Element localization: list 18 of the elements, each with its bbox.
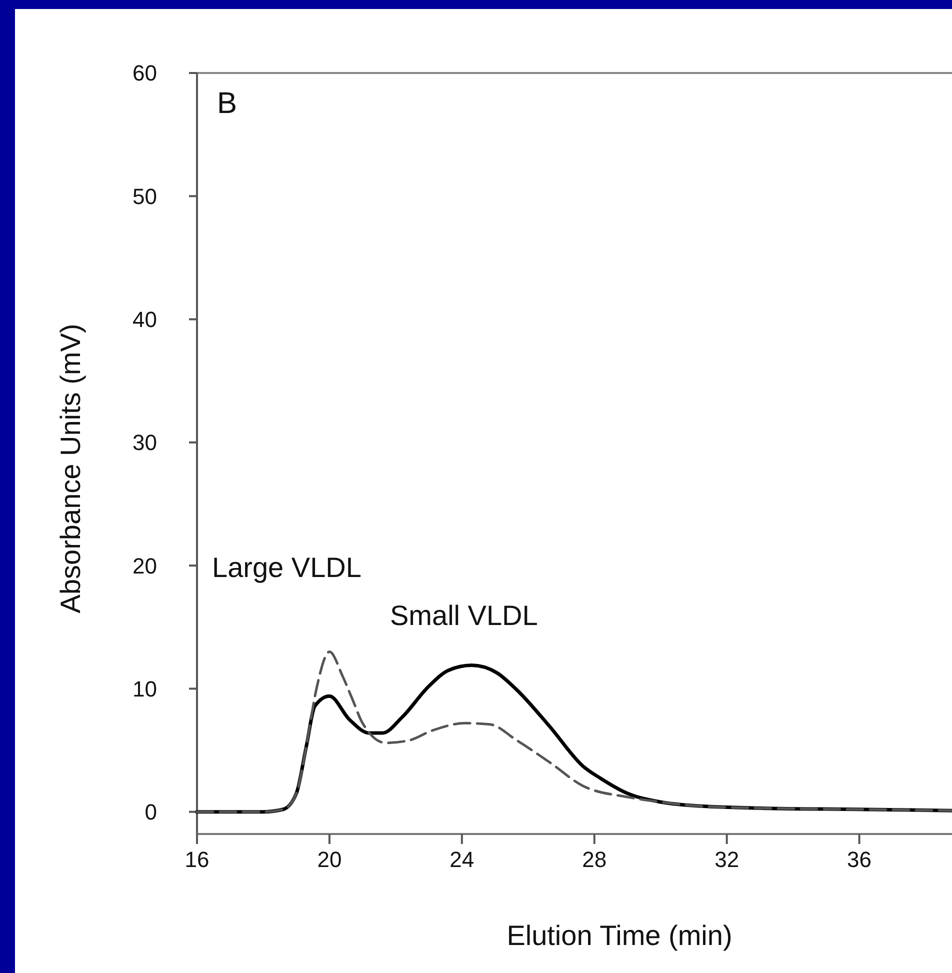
annotation: Large VLDL xyxy=(212,552,362,583)
y-tick-label: 0 xyxy=(144,800,157,825)
annotation: Small VLDL xyxy=(390,600,538,631)
x-tick-label: 32 xyxy=(714,847,740,872)
x-tick-label: 20 xyxy=(317,847,342,872)
x-axis-title: Elution Time (min) xyxy=(506,920,732,951)
y-axis-title: Absorbance Units (mV) xyxy=(55,324,86,614)
y-tick-label: 60 xyxy=(132,60,157,86)
x-tick-label: 36 xyxy=(847,847,872,872)
y-tick-label: 50 xyxy=(132,184,157,209)
annotation: B xyxy=(217,87,238,120)
y-tick-label: 40 xyxy=(132,306,157,332)
y-tick-label: 20 xyxy=(132,553,157,578)
x-tick-label: 16 xyxy=(184,847,210,872)
x-tick-label: 28 xyxy=(582,847,607,872)
y-tick-label: 30 xyxy=(132,430,157,456)
x-tick-label: 24 xyxy=(450,847,474,872)
y-tick-label: 10 xyxy=(132,676,157,702)
